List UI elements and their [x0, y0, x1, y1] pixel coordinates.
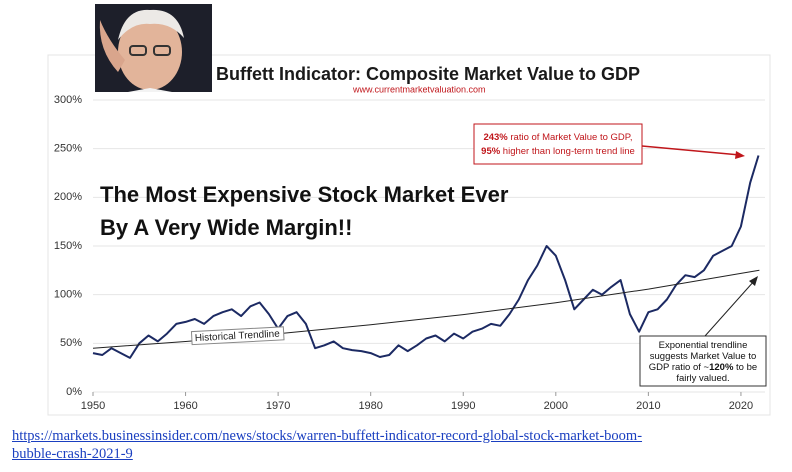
x-tick-label: 1960: [173, 400, 197, 412]
black-note: GDP ratio of ~120% to be: [649, 362, 757, 373]
note-part: Exponential trendline: [659, 340, 748, 351]
x-tick-label: 2000: [544, 400, 568, 412]
note-part: 243%: [483, 132, 508, 143]
y-tick-label: 100%: [54, 289, 82, 301]
black-note: Exponential trendline: [659, 340, 748, 351]
y-tick-label: 0%: [66, 386, 82, 398]
note-part: ratio of Market Value to GDP,: [508, 132, 633, 143]
y-tick-label: 150%: [54, 240, 82, 252]
link-line[interactable]: https://markets.businessinsider.com/news…: [12, 428, 643, 444]
note-part: suggests Market Value to: [650, 351, 757, 362]
x-tick-label: 1980: [358, 400, 382, 412]
link-line[interactable]: bubble-crash-2021-9: [12, 446, 133, 462]
headline: By A Very Wide Margin!!: [100, 215, 352, 240]
black-arrowhead: [749, 276, 758, 286]
note-part: 120%: [709, 362, 734, 373]
photo: [95, 4, 212, 92]
chart-title: Buffett Indicator: Composite Market Valu…: [216, 64, 640, 84]
note-part: to be: [733, 362, 757, 373]
trend-label: Historical Trendline: [195, 329, 281, 344]
red-note: 95% higher than long-term trend line: [481, 146, 635, 157]
note-part: higher than long-term trend line: [500, 146, 635, 157]
black-note: suggests Market Value to: [650, 351, 757, 362]
black-note: fairly valued.: [676, 373, 729, 384]
y-tick-label: 250%: [54, 143, 82, 155]
red-note-box: [473, 123, 643, 165]
x-tick-label: 1970: [266, 400, 290, 412]
y-tick-label: 300%: [54, 94, 82, 106]
note-part: 95%: [481, 146, 501, 157]
x-tick-label: 1990: [451, 400, 475, 412]
x-tick-label: 1950: [81, 400, 105, 412]
black-arrow: [704, 279, 756, 337]
black-note-box: [639, 335, 767, 387]
note-part: GDP ratio of ~: [649, 362, 710, 373]
note-part: fairly valued.: [676, 373, 729, 384]
source-link[interactable]: https://markets.businessinsider.com/news…: [12, 427, 787, 463]
market-line: [92, 155, 760, 359]
y-tick-label: 50%: [60, 337, 82, 349]
red-arrow: [641, 145, 741, 156]
y-tick-label: 200%: [54, 191, 82, 203]
x-tick-label: 2020: [729, 400, 753, 412]
trend-label-box: [190, 326, 285, 346]
chart-subtitle: www.currentmarketvaluation.com: [352, 84, 486, 94]
red-arrowhead: [735, 151, 745, 159]
x-tick-label: 2010: [636, 400, 660, 412]
red-note: 243% ratio of Market Value to GDP,: [483, 132, 632, 143]
chart: Buffett Indicator: Composite Market Valu…: [47, 4, 771, 416]
headline: The Most Expensive Stock Market Ever: [100, 182, 509, 207]
